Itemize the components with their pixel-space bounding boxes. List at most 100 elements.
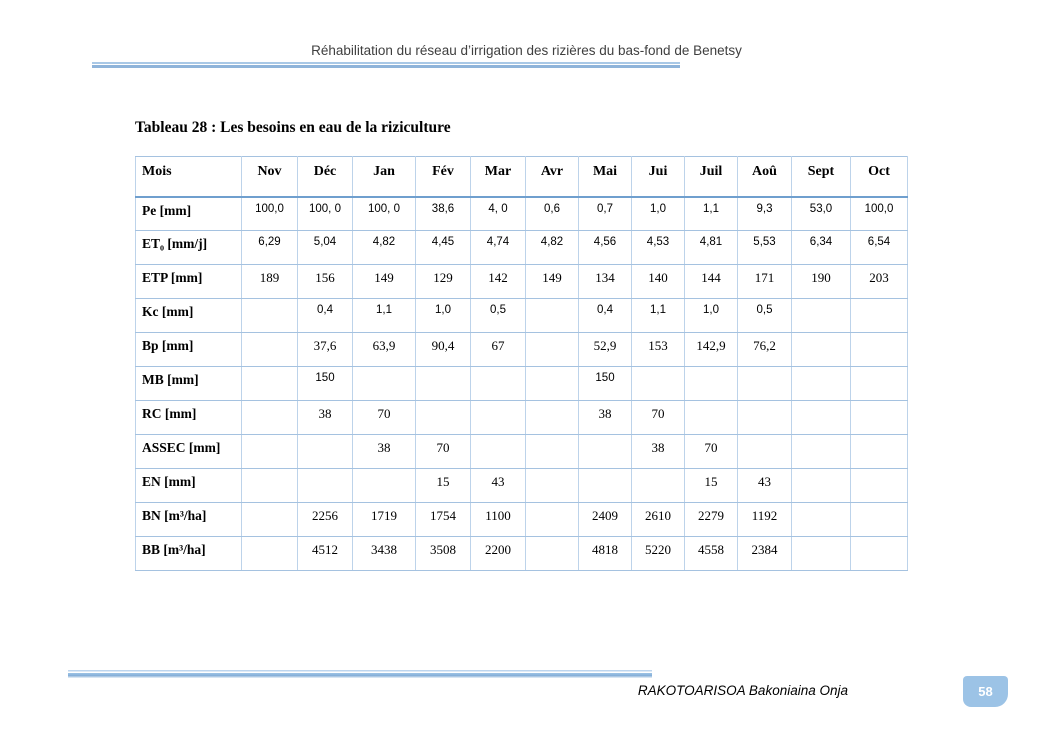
cell-value: [241, 366, 298, 401]
cell-value: 1,0: [684, 298, 738, 333]
cell-value: 0,4: [578, 298, 632, 333]
cell-value: 100,0: [850, 196, 908, 231]
cell-value: 2256: [297, 502, 353, 537]
table-row: ETP [mm] 189 156 149 129 142 149 134 140 144 171 19…: [135, 264, 908, 299]
cell-value: [850, 400, 908, 435]
cell-value: [470, 434, 526, 469]
cell-value: [791, 332, 851, 367]
cell-value: [850, 434, 908, 469]
cell-value: [525, 434, 579, 469]
cell-value: 0,6: [525, 196, 579, 231]
cell-value: [525, 366, 579, 401]
running-header-title: Réhabilitation du réseau d’irrigation de…: [311, 43, 742, 58]
cell-value: 2384: [737, 536, 792, 571]
cell-value: [850, 366, 908, 401]
cell-value: 5,04: [297, 230, 353, 265]
table-row: RC [mm] 38 70 38 70: [135, 400, 908, 435]
table-row: MB [mm] 150 150: [135, 366, 908, 401]
cell-value: [791, 400, 851, 435]
cell-value: 150: [297, 366, 353, 401]
water-needs-table: Mois Nov Déc Jan Fév Mar Avr Mai Jui Juil Aoû Sept O…: [135, 156, 908, 571]
cell-value: [241, 434, 298, 469]
cell-value: 9,3: [737, 196, 792, 231]
cell-value: [791, 298, 851, 333]
cell-value: 144: [684, 264, 738, 299]
cell-value: 1,0: [631, 196, 685, 231]
row-label: BN [m³/ha]: [135, 502, 242, 537]
cell-value: 3438: [352, 536, 416, 571]
cell-value: [737, 400, 792, 435]
cell-value: 153: [631, 332, 685, 367]
table-row: Pe [mm] 100,0 100, 0 100, 0 38,6 4, 0 0,6 0,7 1,…: [135, 196, 908, 231]
cell-value: [631, 468, 685, 503]
column-header: Mar: [470, 156, 526, 198]
cell-value: [791, 468, 851, 503]
footer-author: RAKOTOARISOA Bakoniaina Onja: [637, 683, 848, 698]
cell-value: 38: [578, 400, 632, 435]
cell-value: [525, 536, 579, 571]
cell-value: [850, 468, 908, 503]
table-row: EN [mm] 15 43 15 43: [135, 468, 908, 503]
row-label: ASSEC [mm]: [135, 434, 242, 469]
cell-value: 129: [415, 264, 471, 299]
cell-value: 5220: [631, 536, 685, 571]
cell-value: [241, 400, 298, 435]
table-row: Bp [mm] 37,6 63,9 90,4 67 52,9 153 142,9 76,2: [135, 332, 908, 367]
cell-value: [415, 400, 471, 435]
cell-value: [850, 332, 908, 367]
cell-value: [791, 502, 851, 537]
cell-value: 140: [631, 264, 685, 299]
row-label: Pe [mm]: [135, 196, 242, 231]
page-number: 58: [978, 684, 993, 699]
table-row: BB [m³/ha] 4512 3438 3508 2200 4818 5220 4558 23…: [135, 536, 908, 571]
cell-value: 150: [578, 366, 632, 401]
cell-value: 43: [737, 468, 792, 503]
cell-value: 38: [631, 434, 685, 469]
cell-value: 70: [352, 400, 416, 435]
cell-value: 70: [684, 434, 738, 469]
cell-value: 63,9: [352, 332, 416, 367]
cell-value: 15: [415, 468, 471, 503]
cell-value: 4,53: [631, 230, 685, 265]
cell-value: 1,1: [631, 298, 685, 333]
cell-value: [791, 536, 851, 571]
cell-value: [352, 468, 416, 503]
cell-value: 43: [470, 468, 526, 503]
table-row: ASSEC [mm] 38 70 38 70: [135, 434, 908, 469]
cell-value: 0,4: [297, 298, 353, 333]
cell-value: 189: [241, 264, 298, 299]
cell-value: 38,6: [415, 196, 471, 231]
cell-value: 0,5: [470, 298, 526, 333]
row-label: ET₀ [mm/j]: [135, 230, 242, 265]
cell-value: 70: [415, 434, 471, 469]
cell-value: [631, 366, 685, 401]
cell-value: 134: [578, 264, 632, 299]
row-label: MB [mm]: [135, 366, 242, 401]
cell-value: [850, 298, 908, 333]
cell-value: 1719: [352, 502, 416, 537]
cell-value: 1,1: [684, 196, 738, 231]
cell-value: [297, 468, 353, 503]
cell-value: 15: [684, 468, 738, 503]
cell-value: 100, 0: [352, 196, 416, 231]
cell-value: [470, 400, 526, 435]
cell-value: 1754: [415, 502, 471, 537]
table-row: ET₀ [mm/j] 6,29 5,04 4,82 4,45 4,74 4,82 4,56 4,…: [135, 230, 908, 265]
table-header-row: Mois Nov Déc Jan Fév Mar Avr Mai Jui Juil Aoû Sept O…: [135, 156, 908, 198]
column-header: Jan: [352, 156, 416, 198]
cell-value: 6,29: [241, 230, 298, 265]
cell-value: 6,54: [850, 230, 908, 265]
cell-value: 37,6: [297, 332, 353, 367]
cell-value: [241, 298, 298, 333]
cell-value: [684, 366, 738, 401]
column-header: Avr: [525, 156, 579, 198]
cell-value: 0,5: [737, 298, 792, 333]
cell-value: 52,9: [578, 332, 632, 367]
cell-value: [415, 366, 471, 401]
row-label: EN [mm]: [135, 468, 242, 503]
cell-value: [525, 332, 579, 367]
cell-value: 4558: [684, 536, 738, 571]
cell-value: 4,81: [684, 230, 738, 265]
cell-value: 4,45: [415, 230, 471, 265]
